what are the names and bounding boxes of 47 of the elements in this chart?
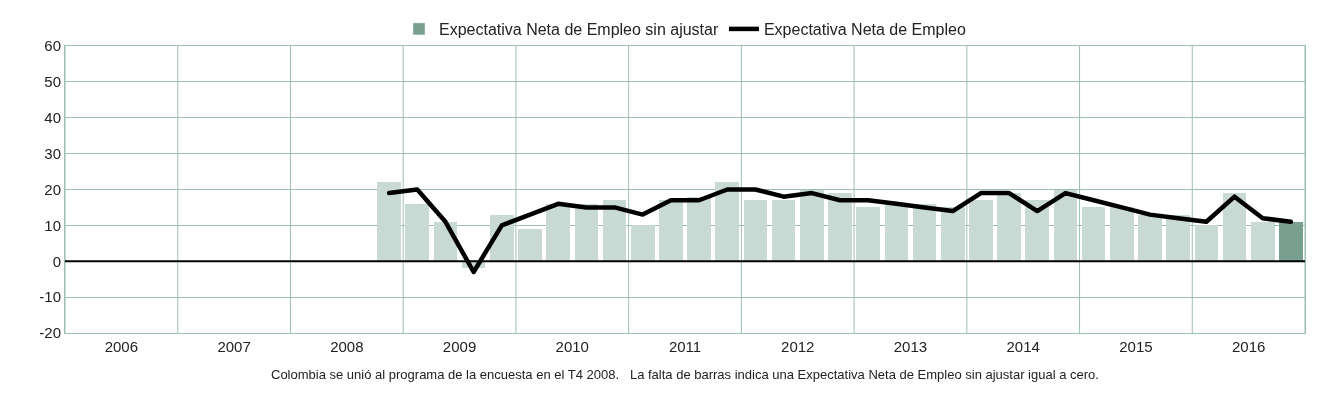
bar: [772, 200, 795, 261]
bar: [659, 200, 683, 261]
legend-label: Expectativa Neta de Empleo sin ajustar: [439, 21, 719, 39]
x-tick-label: 2011: [668, 338, 702, 355]
bar: [631, 225, 655, 261]
bar: [744, 200, 767, 261]
bar: [715, 182, 739, 261]
bar: [687, 197, 711, 261]
x-tick-label: 2008: [330, 338, 364, 355]
bar: [828, 193, 852, 261]
x-tick-label: 2015: [1119, 338, 1153, 355]
y-tick-label: 0: [52, 252, 61, 270]
bar: [856, 207, 880, 261]
y-tick-label: -20: [39, 324, 61, 342]
y-tick-label: 40: [44, 109, 61, 126]
y-tick-label: -10: [39, 288, 61, 306]
y-tick-label: 60: [44, 37, 61, 55]
bar: [1110, 207, 1134, 261]
bar: [885, 204, 908, 261]
x-tick-label: 2009: [442, 338, 477, 355]
bar: [800, 190, 824, 261]
bar: [1251, 222, 1275, 261]
bar: [1195, 225, 1218, 261]
y-tick-label: 30: [44, 144, 61, 162]
bar: [518, 229, 542, 261]
bar: [1082, 207, 1105, 261]
bar: [377, 182, 401, 261]
x-tick-label: 2007: [217, 338, 251, 355]
x-tick-label: 2014: [1006, 338, 1040, 355]
y-tick-label: 20: [44, 180, 61, 198]
bar: [405, 204, 429, 261]
bar: [546, 204, 570, 261]
x-tick-label: 2016: [1231, 338, 1266, 355]
bar: [1054, 190, 1077, 261]
bar: [997, 193, 1021, 261]
y-tick-label: 50: [44, 73, 61, 91]
y-tick-label: 10: [44, 216, 61, 234]
bar: [1279, 222, 1303, 261]
legend-label: Expectativa Neta de Empleo: [763, 21, 966, 39]
bar: [969, 200, 993, 261]
text: Colombia se unió al programa de la encuesta en el T4 2008. La falta de barras indica una Expectativa Neta de Empleo sin ajustar igual a cero.: [271, 367, 1099, 382]
x-tick-label: 2006: [104, 338, 139, 355]
x-tick-label: 2013: [893, 338, 928, 355]
bar: [1138, 215, 1162, 261]
x-tick-label: 2010: [555, 338, 589, 355]
bar: [941, 207, 965, 261]
x-tick-label: 2012: [781, 338, 815, 355]
